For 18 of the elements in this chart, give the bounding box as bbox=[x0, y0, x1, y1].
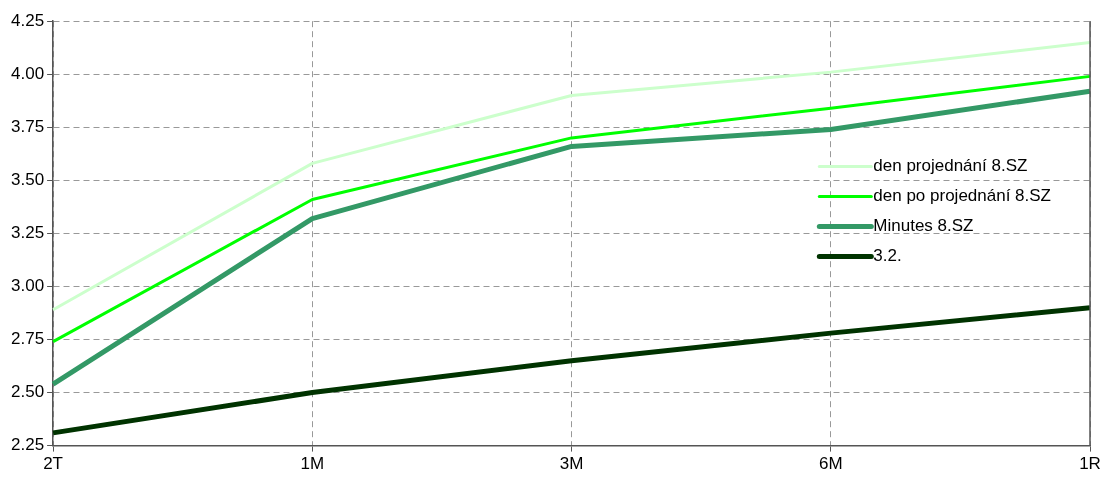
y-tick-label: 3.50 bbox=[10, 170, 45, 190]
y-tick-label: 3.75 bbox=[10, 116, 45, 136]
y-tick-label: 2.75 bbox=[10, 329, 45, 349]
y-tick-label: 4.25 bbox=[10, 10, 45, 30]
x-tick-label: 1R bbox=[1079, 454, 1101, 474]
y-tick-label: 3.25 bbox=[10, 223, 45, 243]
legend-label: Minutes 8.SZ bbox=[873, 216, 974, 236]
x-tick-label: 2T bbox=[43, 454, 64, 474]
legend-label: den po projednání 8.SZ bbox=[873, 186, 1051, 206]
legend-label: 3.2. bbox=[873, 246, 902, 266]
x-tick-label: 6M bbox=[818, 454, 843, 474]
legend-label: den projednání 8.SZ bbox=[873, 156, 1028, 176]
x-tick-label: 3M bbox=[559, 454, 584, 474]
y-tick-label: 2.50 bbox=[10, 382, 45, 402]
y-tick-label: 3.00 bbox=[10, 276, 45, 296]
y-tick-label: 2.25 bbox=[10, 435, 45, 455]
x-tick-label: 1M bbox=[300, 454, 325, 474]
y-tick-label: 4.00 bbox=[10, 63, 45, 83]
